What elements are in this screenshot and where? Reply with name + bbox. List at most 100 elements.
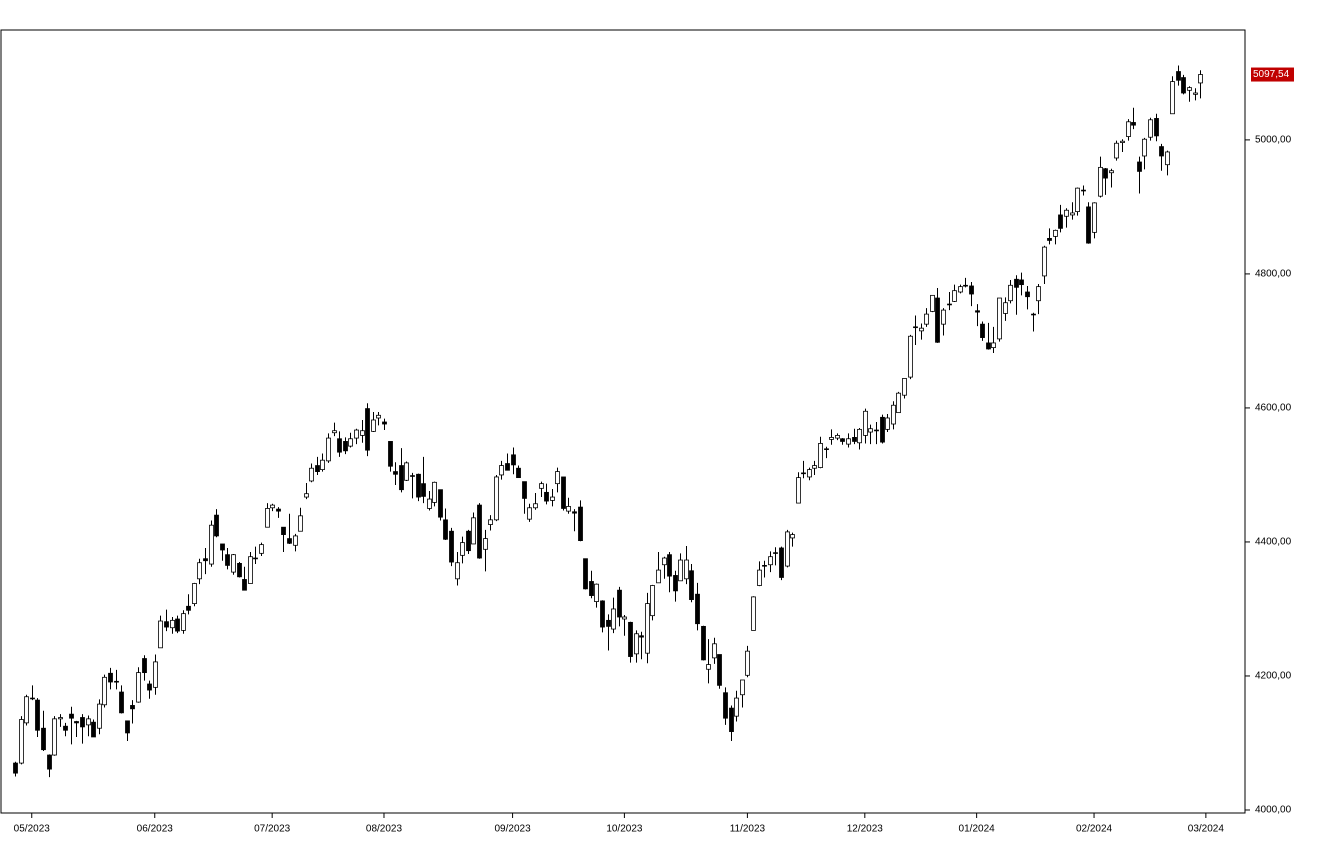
candle-body xyxy=(695,593,700,625)
candle-body xyxy=(874,429,879,432)
candle-body xyxy=(656,569,661,584)
candle-body xyxy=(818,443,823,468)
candle-body xyxy=(298,515,303,532)
candle-body xyxy=(388,441,393,467)
candle-body xyxy=(410,475,415,477)
candle-body xyxy=(1008,284,1013,302)
candle-body xyxy=(253,557,258,560)
candle-body xyxy=(91,721,96,738)
candle-body xyxy=(1170,81,1175,115)
candle-body xyxy=(555,471,560,485)
candle-body xyxy=(522,481,527,499)
candle-body xyxy=(1148,119,1153,138)
candle-body xyxy=(527,507,532,520)
candle-body xyxy=(812,465,817,469)
candle-body xyxy=(1081,189,1086,192)
candle-body xyxy=(505,463,510,471)
candle-body xyxy=(225,554,230,566)
y-tick-label: 4600,00 xyxy=(1255,403,1292,414)
y-tick-label: 5000,00 xyxy=(1255,135,1292,146)
candle-body xyxy=(840,438,845,442)
candle-body xyxy=(47,754,52,770)
candle-body xyxy=(393,471,398,475)
candle-body xyxy=(265,508,270,528)
candle-body xyxy=(908,335,913,378)
candle-body xyxy=(460,542,465,556)
candle-body xyxy=(578,506,583,542)
candle-body xyxy=(1198,74,1203,84)
x-tick-label: 09/2023 xyxy=(494,824,531,835)
candle-body xyxy=(980,323,985,338)
candle-body xyxy=(147,683,152,691)
candle-body xyxy=(371,419,376,432)
candle-body xyxy=(1193,92,1198,95)
candle-body xyxy=(1142,138,1147,157)
candle-body xyxy=(175,618,180,632)
candle-body xyxy=(1064,209,1069,217)
candle-body xyxy=(276,508,281,512)
x-tick-label: 11/2023 xyxy=(730,824,766,835)
candle-body xyxy=(259,544,264,554)
candle-body xyxy=(1058,214,1063,229)
candle-body xyxy=(326,437,331,462)
candle-body xyxy=(986,342,991,350)
candle-body xyxy=(164,621,169,628)
candle-body xyxy=(58,717,63,720)
candle-body xyxy=(561,476,566,509)
candle-body xyxy=(270,504,275,509)
candle-body xyxy=(477,504,482,559)
y-tick-label: 4000,00 xyxy=(1255,805,1292,816)
candle-body xyxy=(717,654,722,686)
candle-body xyxy=(186,605,191,611)
candle-body xyxy=(896,392,901,414)
candle-body xyxy=(891,404,896,425)
candle-body xyxy=(1131,122,1136,126)
candle-body xyxy=(69,713,74,719)
candle-body xyxy=(650,585,655,617)
candle-body xyxy=(807,469,812,478)
y-tick-label: 4800,00 xyxy=(1255,269,1292,280)
candle-body xyxy=(52,718,57,756)
candle-body xyxy=(181,613,186,631)
candle-body xyxy=(19,719,24,764)
candle-body xyxy=(354,429,359,439)
candle-body xyxy=(689,570,694,600)
candle-body xyxy=(628,621,633,657)
candle-body xyxy=(287,538,292,544)
candle-body xyxy=(835,435,840,439)
candle-body xyxy=(455,562,460,580)
candle-body xyxy=(1126,121,1131,137)
candle-body xyxy=(281,526,286,535)
candle-body xyxy=(667,554,672,577)
x-tick-label: 02/2024 xyxy=(1076,824,1113,835)
candle-body xyxy=(745,650,750,676)
candle-body xyxy=(471,517,476,545)
candle-body xyxy=(237,562,242,578)
candle-body xyxy=(729,707,734,732)
candle-body xyxy=(801,472,806,475)
candle-body xyxy=(902,378,907,396)
x-tick-label: 08/2023 xyxy=(366,824,403,835)
candle-body xyxy=(958,286,963,293)
candle-body xyxy=(365,408,370,451)
candle-body xyxy=(639,635,644,638)
candle-body xyxy=(97,703,102,729)
candle-body xyxy=(1053,229,1058,237)
candle-body xyxy=(136,672,141,703)
candle-body xyxy=(214,514,219,537)
candle-body xyxy=(924,313,929,325)
x-tick-label: 01/2024 xyxy=(959,824,996,835)
candle-body xyxy=(589,581,594,596)
candle-body xyxy=(566,506,571,512)
candle-body xyxy=(209,524,214,565)
candle-body xyxy=(857,428,862,444)
candle-body xyxy=(1042,246,1047,277)
candle-body xyxy=(1187,87,1192,91)
candle-body xyxy=(1092,202,1097,233)
candle-body xyxy=(852,437,857,442)
candle-body xyxy=(734,697,739,717)
x-tick-label: 12/2023 xyxy=(847,824,884,835)
candle-body xyxy=(762,565,767,567)
candle-body xyxy=(863,410,868,436)
candle-body xyxy=(673,575,678,592)
